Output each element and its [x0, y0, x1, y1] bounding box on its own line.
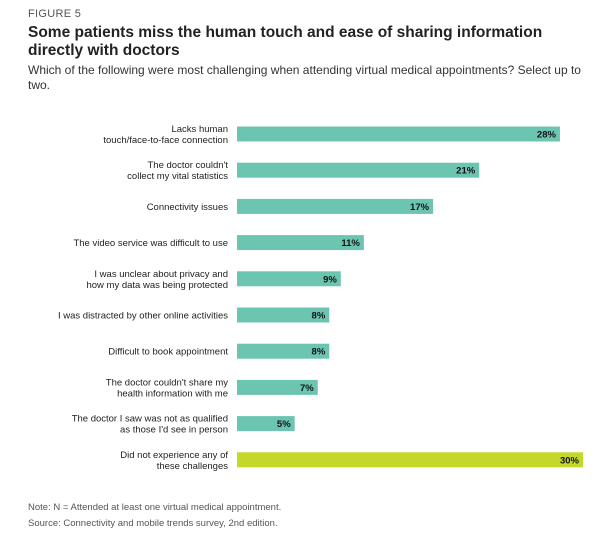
source-note: Source: Connectivity and mobile trends s… — [28, 518, 278, 529]
bar-1 — [237, 162, 480, 178]
category-label-3: The video service was difficult to use — [73, 238, 228, 249]
value-label-2: 17% — [410, 202, 430, 213]
bar-6 — [237, 343, 330, 359]
category-label-7: The doctor couldn't share my health infor… — [106, 377, 228, 399]
category-label-9: Did not experience any of these challenge… — [120, 450, 228, 472]
value-label-0: 28% — [537, 130, 557, 141]
category-label-0: Lacks human touch/face-to-face connection — [103, 124, 228, 146]
value-label-6: 8% — [312, 347, 326, 358]
value-label-9: 30% — [560, 455, 580, 466]
category-label-4: I was unclear about privacy and how my da… — [86, 269, 228, 291]
value-label-1: 21% — [456, 166, 476, 177]
bar-5 — [237, 307, 330, 323]
value-label-8: 5% — [277, 419, 291, 430]
footnote: Note: N = Attended at least one virtual … — [28, 502, 282, 513]
figure-label: FIGURE 5 — [28, 8, 82, 20]
bar-7 — [237, 379, 318, 395]
bar-chart: 28% Lacks human touch/face-to-face connect… — [58, 124, 583, 472]
bar-8 — [237, 416, 295, 432]
chart-subtitle: Which of the following were most challen… — [28, 63, 581, 92]
bar-9 — [237, 452, 583, 468]
value-label-3: 11% — [341, 238, 360, 249]
bar-4 — [237, 271, 341, 287]
category-label-1: The doctor couldn't collect my vital stat… — [127, 160, 228, 182]
bar-2 — [237, 198, 434, 214]
category-label-8: The doctor I saw was not as qualified as … — [72, 414, 228, 436]
chart-title: Some patients miss the human touch and e… — [28, 24, 543, 59]
value-label-4: 9% — [323, 274, 337, 285]
category-label-2: Connectivity issues — [147, 202, 229, 213]
value-label-5: 8% — [312, 311, 326, 322]
category-label-6: Difficult to book appointment — [108, 347, 228, 358]
bar-0 — [237, 126, 560, 142]
category-label-5: I was distracted by other online activit… — [58, 311, 228, 322]
bar-3 — [237, 235, 364, 251]
value-label-7: 7% — [300, 383, 314, 394]
